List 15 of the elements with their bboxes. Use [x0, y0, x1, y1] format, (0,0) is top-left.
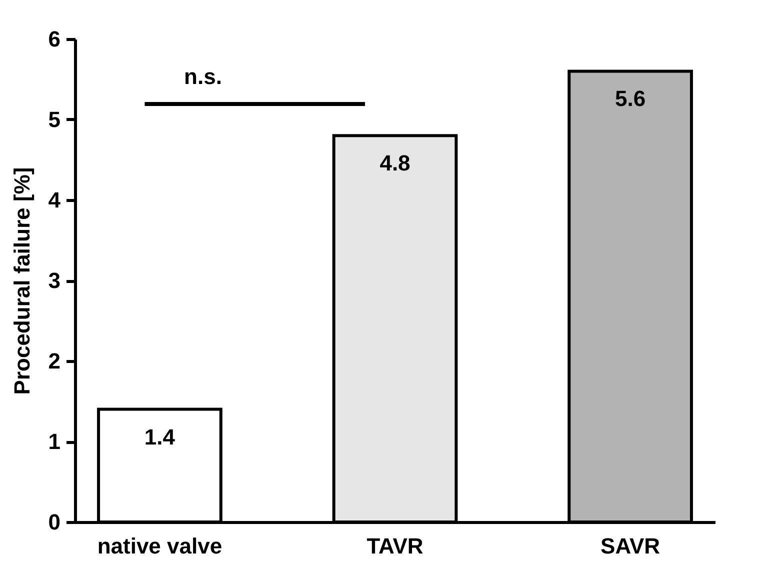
data-label: 5.6	[614, 86, 646, 112]
x-tick-label: native valve	[97, 534, 222, 558]
x-tick-label: TAVR	[366, 534, 424, 558]
x-tick-label: SAVR	[600, 534, 660, 558]
y-tick-label: 6	[48, 26, 60, 52]
y-tick-label: 5	[48, 107, 60, 132]
y-tick-label: 3	[48, 268, 60, 293]
y-tick-label: 2	[48, 348, 60, 374]
y-axis-title: Procedural failure [%]	[9, 167, 34, 395]
data-label: 4.8	[380, 150, 410, 176]
annotation: n.s.	[184, 64, 222, 89]
y-tick-label: 4	[48, 188, 62, 212]
data-label: 1.4	[144, 424, 176, 450]
y-tick-label: 1	[48, 429, 60, 454]
y-tick-label: 0	[48, 510, 60, 534]
